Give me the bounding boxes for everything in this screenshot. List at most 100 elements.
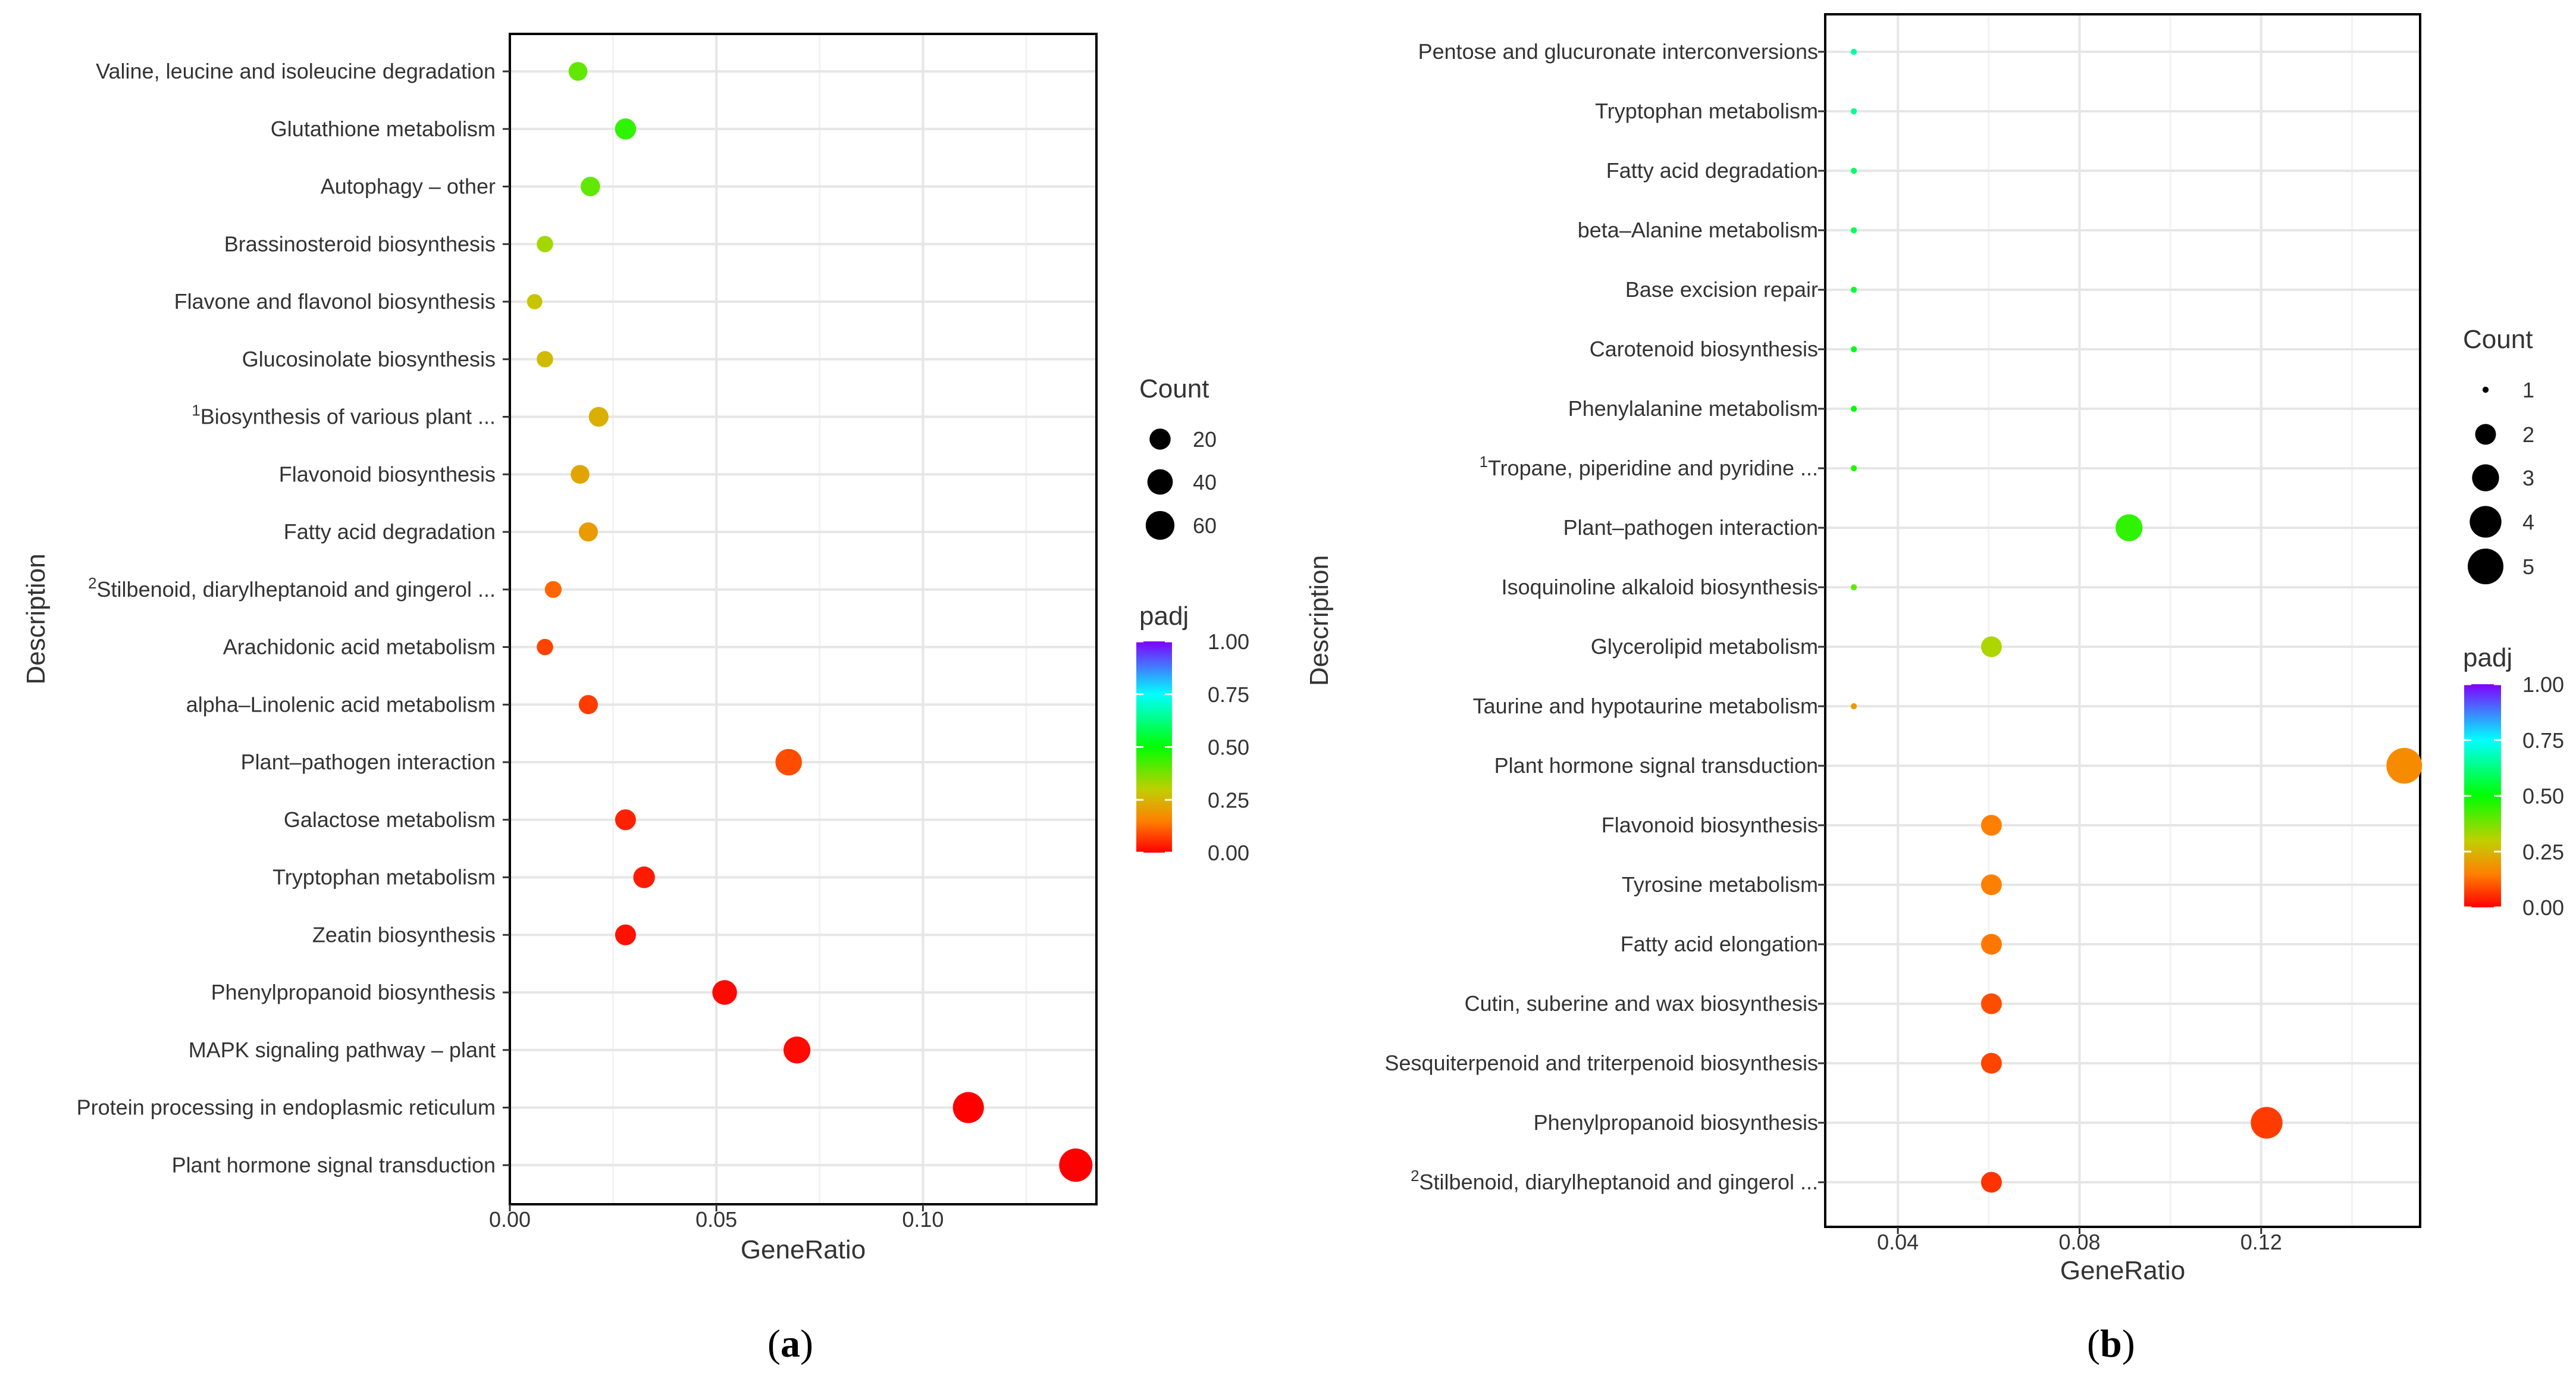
- data-point: [615, 924, 636, 945]
- category-label: Flavone and flavonol biosynthesis: [174, 289, 496, 314]
- size-legend-label: 60: [1193, 513, 1217, 538]
- category-label: Arachidonic acid metabolism: [223, 635, 496, 659]
- data-point: [1980, 815, 2002, 836]
- label-superscript: 1: [1480, 454, 1488, 471]
- size-legend-dot: [2470, 506, 2502, 538]
- data-point: [527, 294, 543, 309]
- x-tick-label: 0.12: [2240, 1230, 2282, 1254]
- category-label: 1Biosynthesis of various plant ...: [192, 403, 496, 429]
- plot-background: [510, 34, 1096, 1204]
- data-point: [1850, 167, 1857, 174]
- category-label: Phenylpropanoid biosynthesis: [1534, 1110, 1818, 1135]
- data-point: [1850, 227, 1857, 234]
- size-legend-label: 3: [2522, 466, 2534, 490]
- category-label: Flavonoid biosynthesis: [279, 462, 496, 486]
- panel-a: Valine, leucine and isoleucine degradati…: [21, 33, 1249, 1366]
- y-axis-title: Description: [1305, 555, 1334, 686]
- category-label: Glucosinolate biosynthesis: [242, 347, 496, 371]
- y-axis-title: Description: [21, 553, 51, 684]
- panel-label-paren: ): [2122, 1322, 2135, 1366]
- data-point: [571, 465, 590, 484]
- size-legend-dot: [2472, 464, 2499, 491]
- data-point: [775, 748, 802, 776]
- plot-background: [1825, 14, 2420, 1227]
- panel-label-paren: (: [2087, 1322, 2100, 1366]
- category-label: Base excision repair: [1625, 277, 1818, 302]
- data-point: [544, 581, 562, 598]
- category-label: Fatty acid elongation: [1621, 932, 1818, 956]
- category-label: Phenylalanine metabolism: [1568, 396, 1818, 421]
- color-legend-label: 0.75: [1208, 682, 1249, 707]
- category-label: 2Stilbenoid, diarylheptanoid and gingero…: [1411, 1168, 1818, 1194]
- label-superscript: 1: [192, 403, 200, 419]
- data-point: [615, 809, 636, 831]
- size-legend-dot: [2482, 386, 2489, 393]
- color-legend-label: 0.25: [2522, 840, 2564, 864]
- size-legend-title: Count: [2463, 325, 2533, 354]
- data-point: [1850, 584, 1857, 591]
- data-point: [1980, 934, 2002, 955]
- size-legend-title: Count: [1139, 374, 1209, 403]
- plot-frame: [509, 33, 1098, 1205]
- panel-label-letter: b: [2100, 1322, 2122, 1366]
- data-point: [537, 236, 553, 253]
- data-point: [952, 1092, 984, 1123]
- x-axis-title: GeneRatio: [2060, 1256, 2185, 1285]
- category-label: Tryptophan metabolism: [272, 865, 496, 890]
- color-legend-label: 0.00: [1208, 841, 1249, 865]
- category-label: Flavonoid biosynthesis: [1602, 813, 1818, 837]
- category-label: Plant–pathogen interaction: [1563, 515, 1818, 540]
- category-label: Taurine and hypotaurine metabolism: [1473, 694, 1818, 718]
- color-legend-label: 0.00: [2522, 895, 2564, 920]
- size-legend-dot: [1145, 511, 1175, 540]
- x-tick-label: 0.08: [2058, 1230, 2100, 1254]
- plot-frame: [1824, 13, 2421, 1228]
- data-point: [1850, 286, 1857, 293]
- category-label: 2Stilbenoid, diarylheptanoid and gingero…: [88, 575, 496, 602]
- category-label: Galactose metabolism: [284, 807, 496, 832]
- category-label: Fatty acid degradation: [1606, 158, 1818, 183]
- color-legend-label: 0.25: [1208, 788, 1249, 812]
- data-point: [568, 62, 588, 81]
- data-point: [712, 980, 737, 1005]
- category-label: Glycerolipid metabolism: [1591, 634, 1818, 659]
- category-label: alpha–Linolenic acid metabolism: [186, 692, 496, 716]
- panel-label-paren: (: [767, 1322, 781, 1366]
- category-label: Fatty acid degradation: [284, 519, 496, 544]
- size-legend-label: 2: [2522, 422, 2534, 447]
- data-point: [581, 177, 600, 196]
- data-point: [2251, 1107, 2283, 1139]
- color-legend-label: 1.00: [2522, 672, 2564, 697]
- label-superscript: 2: [88, 575, 96, 592]
- category-label: beta–Alanine metabolism: [1578, 218, 1818, 242]
- color-legend-title: padj: [1139, 602, 1189, 631]
- size-legend-label: 5: [2522, 555, 2534, 579]
- data-point: [578, 522, 598, 542]
- data-point: [1850, 465, 1857, 472]
- size-legend-dot: [2475, 424, 2496, 445]
- data-point: [1850, 108, 1857, 115]
- size-legend-label: 4: [2522, 510, 2534, 534]
- x-tick-label: 0.05: [695, 1207, 737, 1232]
- category-label: Phenylpropanoid biosynthesis: [211, 980, 496, 1004]
- data-point: [1850, 405, 1857, 412]
- category-label: Valine, leucine and isoleucine degradati…: [96, 59, 496, 83]
- category-label: Tryptophan metabolism: [1595, 99, 1818, 123]
- data-point: [578, 695, 598, 715]
- category-label: Brassinosteroid biosynthesis: [224, 231, 496, 256]
- data-point: [1980, 874, 2002, 895]
- x-tick-label: 0.10: [902, 1207, 944, 1232]
- color-legend-label: 0.50: [2522, 784, 2564, 809]
- size-legend-dot: [2468, 549, 2503, 584]
- data-point: [537, 638, 553, 656]
- data-point: [1980, 1172, 2002, 1193]
- data-point: [1059, 1148, 1093, 1182]
- category-label: Sesquiterpenoid and triterpenoid biosynt…: [1385, 1051, 1818, 1075]
- data-point: [1980, 1053, 2002, 1074]
- data-point: [1850, 703, 1857, 710]
- size-legend-label: 1: [2522, 378, 2534, 402]
- label-text: Tropane, piperidine and pyridine ...: [1488, 456, 1818, 480]
- color-legend-title: padj: [2463, 643, 2512, 672]
- label-text: Stilbenoid, diarylheptanoid and gingerol…: [1419, 1170, 1818, 1194]
